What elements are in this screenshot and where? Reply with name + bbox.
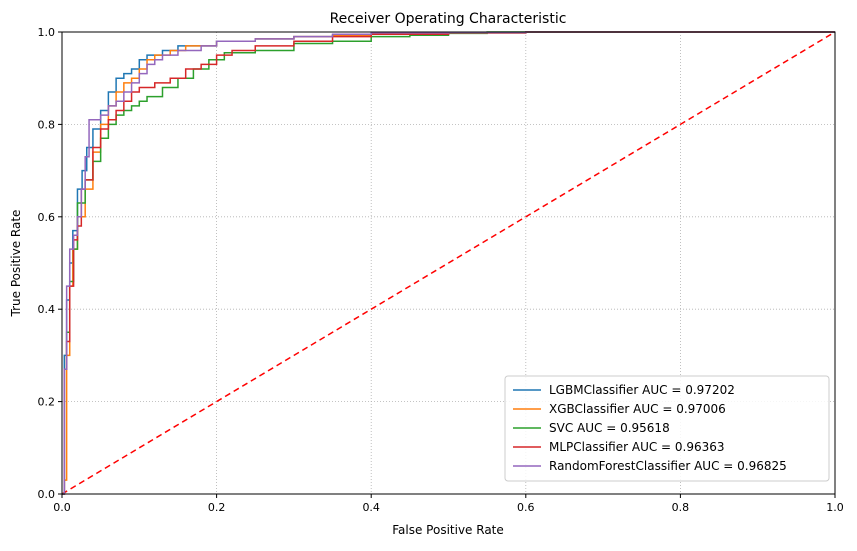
legend-label: XGBClassifier AUC = 0.97006 xyxy=(549,402,726,416)
axis-ticks: 0.0 0.2 0.4 0.6 0.8 1.0 0.0 0.2 0.4 0.6 0.8 1.0 xyxy=(38,26,844,514)
chart-title: Receiver Operating Characteristic xyxy=(330,11,567,27)
x-tick-label: 0.4 xyxy=(362,501,380,514)
y-tick-label: 0.4 xyxy=(38,303,56,316)
x-tick-label: 0.2 xyxy=(208,501,226,514)
series-line-4 xyxy=(62,31,835,495)
y-tick-label: 0.0 xyxy=(38,488,56,501)
x-tick-label: 0.8 xyxy=(672,501,690,514)
y-tick-label: 0.2 xyxy=(38,396,56,409)
x-tick-label: 0.0 xyxy=(53,501,71,514)
y-tick-label: 0.8 xyxy=(38,118,56,131)
y-tick-label: 1.0 xyxy=(38,26,56,39)
y-tick-label: 0.6 xyxy=(38,211,56,224)
legend-label: MLPClassifier AUC = 0.96363 xyxy=(549,440,725,454)
x-axis-label: False Positive Rate xyxy=(392,523,504,537)
x-tick-label: 0.6 xyxy=(517,501,535,514)
series-line-2 xyxy=(62,31,835,495)
reference-line-layer xyxy=(61,31,836,495)
legend: LGBMClassifier AUC = 0.97202 XGBClassifie… xyxy=(504,375,830,482)
y-axis-label: True Positive Rate xyxy=(9,210,23,318)
legend-label: RandomForestClassifier AUC = 0.96825 xyxy=(549,459,787,473)
series-layer xyxy=(62,31,835,495)
legend-box xyxy=(504,375,830,482)
series-line-3 xyxy=(62,31,835,495)
legend-label: SVC AUC = 0.95618 xyxy=(549,421,670,435)
legend-label: LGBMClassifier AUC = 0.97202 xyxy=(549,383,735,397)
plot-area-frame xyxy=(61,31,836,495)
reference-diagonal-line xyxy=(61,31,836,495)
x-tick-label: 1.0 xyxy=(826,501,844,514)
